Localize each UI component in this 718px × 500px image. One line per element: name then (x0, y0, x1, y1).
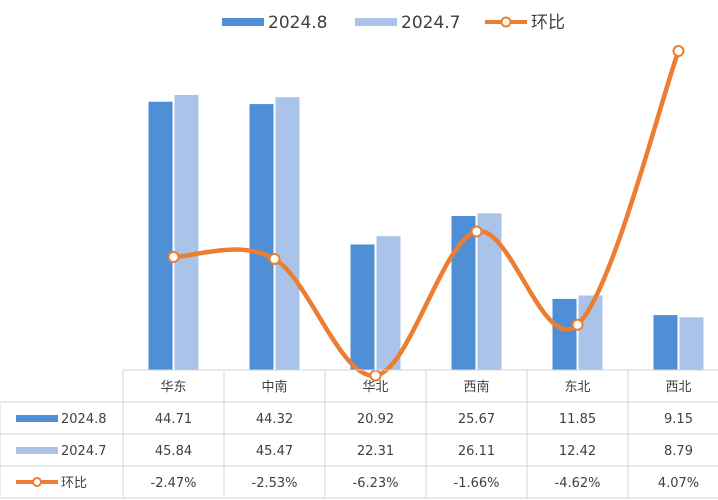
tick-label-5: 西北 (665, 380, 691, 395)
line-point-5 (672, 45, 685, 58)
line-path (171, 48, 681, 378)
tick-label-3: 西南 (463, 379, 489, 395)
legend: 2024.8 2024.7 环比 (222, 13, 565, 33)
data-label-2-0: -2.47% (151, 476, 197, 491)
line-point-3 (470, 225, 483, 238)
data-label-2-4: -4.62% (555, 476, 601, 491)
bar-2024-7-0 (174, 94, 199, 371)
legend-label-2: 环比 (531, 13, 565, 33)
data-label-0-3: 25.67 (458, 412, 495, 427)
data-label-0-4: 11.85 (559, 412, 596, 427)
row-header-0: 2024.8 (61, 412, 107, 427)
bar-2024-8-2 (350, 244, 375, 370)
line-series (167, 45, 685, 382)
line-point-1 (268, 252, 281, 265)
data-table: 华东 中南 华北 西南 东北 西北 2024.8 44.71 44.32 20.92 25.67 11… (0, 369, 718, 499)
data-label-2-1: -2.53% (252, 476, 298, 491)
legend-label-0: 2024.8 (268, 13, 327, 33)
legend-swatch-1 (355, 18, 397, 26)
row-header-1: 2024.7 (61, 444, 107, 459)
legend-label-1: 2024.7 (401, 13, 460, 33)
bar-2024-8-1 (249, 104, 274, 370)
tick-label-2: 华北 (362, 380, 388, 395)
bar-2024-7-2 (376, 236, 401, 370)
row-key-1 (16, 447, 58, 454)
line-point-0 (167, 251, 180, 264)
data-label-2-3: -1.66% (454, 476, 500, 491)
data-label-0-0: 44.71 (155, 412, 192, 427)
bar-2024-7-5 (679, 317, 704, 370)
row-key-0 (16, 415, 58, 422)
data-label-1-1: 45.47 (256, 444, 293, 459)
data-label-1-3: 26.11 (458, 444, 495, 459)
data-label-0-5: 9.15 (664, 412, 693, 427)
row-key-marker-2 (32, 477, 42, 487)
legend-swatch-0 (222, 18, 264, 26)
data-label-2-2: -6.23% (353, 476, 399, 491)
tick-label-4: 东北 (564, 380, 590, 395)
bar-2024-8-5 (653, 315, 678, 370)
legend-marker-2 (500, 16, 512, 28)
tick-label-0: 华东 (160, 380, 186, 395)
line-point-4 (571, 318, 584, 331)
data-label-1-2: 22.31 (357, 444, 394, 459)
data-label-2-5: 4.07% (658, 476, 699, 491)
data-label-0-1: 44.32 (256, 412, 293, 427)
bar-2024-7-1 (275, 97, 300, 371)
data-label-1-4: 12.42 (559, 444, 596, 459)
data-label-1-5: 8.79 (664, 444, 693, 459)
data-label-1-0: 45.84 (155, 444, 192, 459)
row-header-2: 环比 (61, 476, 87, 491)
tick-label-1: 中南 (261, 379, 287, 395)
data-label-0-2: 20.92 (357, 412, 394, 427)
bar-2024-8-4 (552, 298, 577, 370)
bar-2024-8-0 (148, 101, 173, 371)
line-point-2 (369, 369, 382, 382)
bars (148, 94, 704, 371)
